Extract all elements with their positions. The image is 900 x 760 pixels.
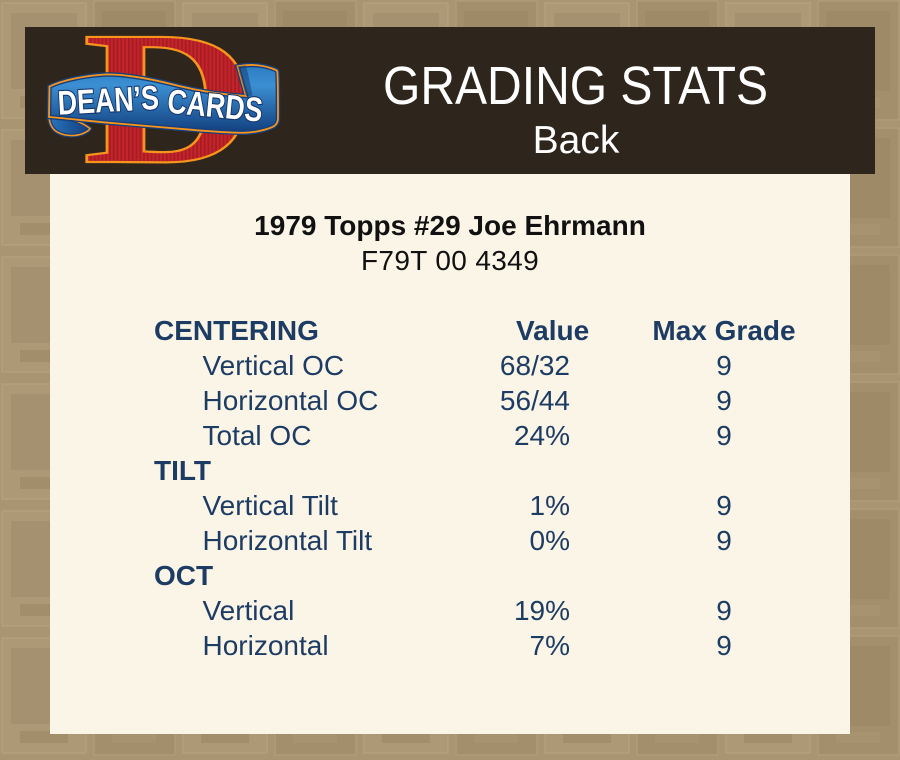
svg-text:DEAN’S: DEAN’S: [57, 79, 160, 123]
